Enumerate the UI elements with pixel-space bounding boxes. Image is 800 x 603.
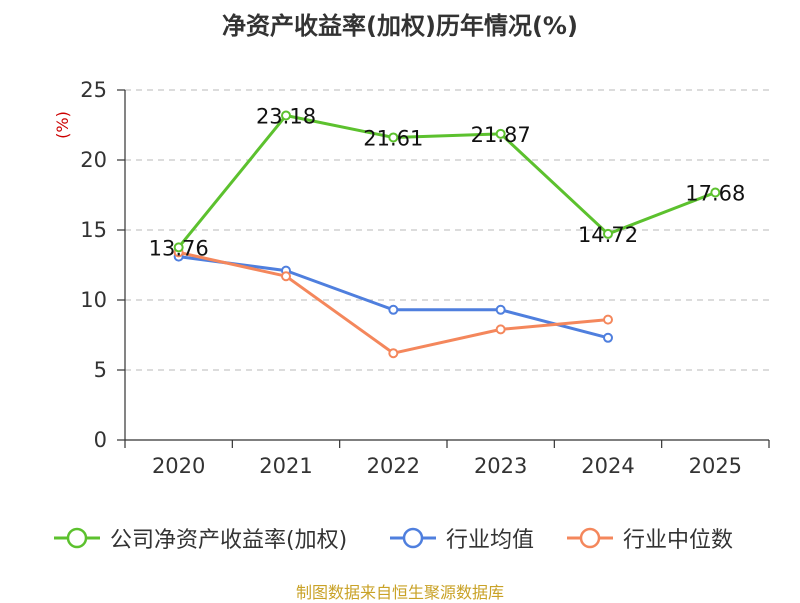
y-tick-label: 0 bbox=[94, 428, 107, 452]
data-point-1-2023 bbox=[495, 304, 506, 315]
y-tick-label: 5 bbox=[94, 358, 107, 382]
data-label-2022: 21.61 bbox=[363, 126, 423, 150]
legend-label: 行业均值 bbox=[446, 528, 535, 553]
x-tick-label-2022: 2022 bbox=[367, 454, 420, 478]
data-label-2023: 21.87 bbox=[471, 123, 531, 147]
x-tick-label-2020: 2020 bbox=[152, 454, 205, 478]
data-label-2025: 17.68 bbox=[685, 181, 745, 205]
series-line-2 bbox=[178, 250, 609, 355]
data-point-0-2022 bbox=[388, 132, 399, 143]
chart-title: 净资产收益率(加权)历年情况(%) bbox=[222, 12, 578, 40]
data-point-0-2025 bbox=[710, 187, 721, 198]
data-point-2-2023 bbox=[495, 324, 506, 335]
legend-marker-icon bbox=[567, 527, 613, 549]
data-point-2-2022 bbox=[388, 348, 399, 359]
legend-item-1[interactable]: 行业均值 bbox=[388, 518, 534, 558]
legend-marker-icon bbox=[390, 527, 436, 549]
data-label-2024: 14.72 bbox=[578, 223, 638, 247]
data-point-0-2024 bbox=[603, 228, 613, 239]
legend-marker-icon bbox=[54, 527, 100, 549]
y-tick-label: 15 bbox=[80, 218, 107, 242]
legend-label: 行业中位数 bbox=[623, 528, 734, 553]
data-point-1-2022 bbox=[388, 304, 399, 315]
data-point-2-2024 bbox=[603, 314, 613, 325]
series-layer bbox=[173, 110, 721, 359]
legend-label: 公司净资产收益率(加权) bbox=[110, 528, 348, 553]
x-tick-label-2024: 2024 bbox=[581, 454, 634, 478]
x-tick-label-2025: 2025 bbox=[689, 454, 742, 478]
y-axis-unit-label: (%) bbox=[53, 111, 72, 139]
data-point-0-2021 bbox=[281, 110, 291, 121]
legend: 公司净资产收益率(加权) 行业均值 行业中位数 bbox=[0, 518, 800, 558]
y-tick-label: 20 bbox=[80, 148, 107, 172]
data-label-layer: 13.76 23.18 21.61 21.87 14.72 17.68 bbox=[149, 104, 746, 260]
legend-item-0[interactable]: 公司净资产收益率(加权) bbox=[52, 518, 347, 558]
series-line-0 bbox=[177, 113, 716, 249]
x-tick-label-2023: 2023 bbox=[474, 454, 527, 478]
data-label-2020: 13.76 bbox=[149, 236, 209, 260]
data-point-0-2020 bbox=[173, 242, 184, 253]
source-note: 制图数据来自恒生聚源数据库 bbox=[295, 583, 504, 602]
x-tick-label-2021: 2021 bbox=[259, 454, 312, 478]
grid-layer bbox=[125, 89, 769, 371]
data-point-0-2023 bbox=[495, 128, 506, 139]
data-point-2-2021 bbox=[281, 271, 291, 282]
y-tick-label: 10 bbox=[80, 288, 107, 312]
data-label-2021: 23.18 bbox=[256, 104, 316, 128]
data-point-1-2024 bbox=[603, 332, 613, 343]
y-tick-label: 25 bbox=[80, 78, 107, 102]
legend-item-2[interactable]: 行业中位数 bbox=[565, 518, 733, 558]
